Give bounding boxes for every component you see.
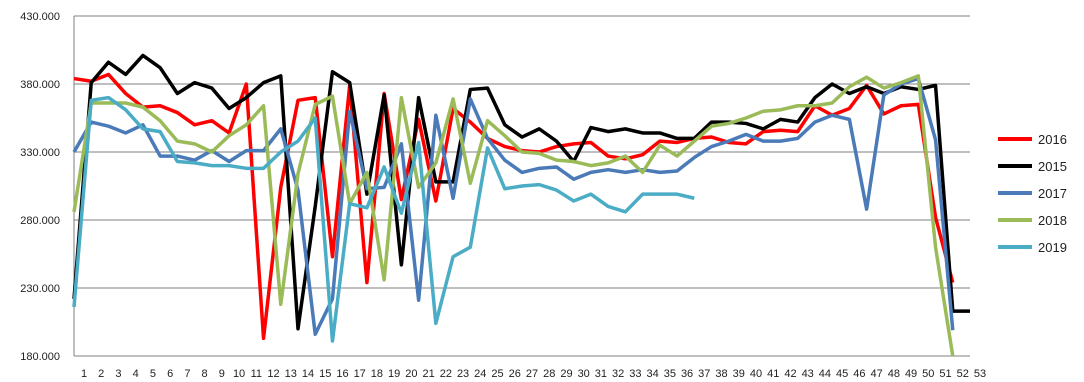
x-tick-label: 32 <box>612 368 624 380</box>
x-tick-label: 26 <box>509 368 521 380</box>
x-tick-label: 52 <box>957 368 969 380</box>
y-axis-ticks: 180.000 230.000 280.000 330.000 380.000 430.0… <box>20 11 60 363</box>
x-tick-label: 4 <box>133 368 139 380</box>
y-tick-label: 330.000 <box>20 147 60 159</box>
y-tick-label: 230.000 <box>20 283 60 295</box>
x-tick-label: 19 <box>388 368 400 380</box>
x-tick-label: 14 <box>302 368 314 380</box>
x-tick-label: 21 <box>422 368 434 380</box>
y-tick-label: 280.000 <box>20 215 60 227</box>
series-lines <box>72 53 970 357</box>
x-tick-label: 25 <box>491 368 503 380</box>
x-tick-label: 42 <box>784 368 796 380</box>
x-tick-label: 1 <box>81 368 87 380</box>
x-tick-label: 15 <box>319 368 331 380</box>
x-tick-label: 5 <box>150 368 156 380</box>
y-tick-label: 380.000 <box>20 79 60 91</box>
x-tick-label: 35 <box>664 368 676 380</box>
legend-label: 2018 <box>1038 213 1067 228</box>
x-tick-label: 46 <box>853 368 865 380</box>
series-line-2017 <box>72 76 955 336</box>
x-tick-label: 30 <box>578 368 590 380</box>
legend-label: 2019 <box>1038 240 1067 255</box>
x-tick-label: 27 <box>526 368 538 380</box>
x-tick-label: 16 <box>336 368 348 380</box>
x-tick-label: 29 <box>560 368 572 380</box>
x-tick-label: 34 <box>646 368 658 380</box>
x-tick-label: 3 <box>115 368 121 380</box>
x-tick-label: 47 <box>870 368 882 380</box>
legend-label: 2017 <box>1038 186 1067 201</box>
x-tick-label: 48 <box>888 368 900 380</box>
x-tick-label: 38 <box>715 368 727 380</box>
legend-label: 2015 <box>1038 159 1067 174</box>
x-tick-label: 8 <box>202 368 208 380</box>
x-tick-label: 12 <box>267 368 279 380</box>
x-tick-label: 33 <box>629 368 641 380</box>
x-tick-label: 7 <box>184 368 190 380</box>
x-tick-label: 43 <box>802 368 814 380</box>
x-tick-label: 51 <box>939 368 951 380</box>
series-line-2019 <box>72 95 695 343</box>
series-line-2015 <box>72 53 970 331</box>
x-tick-label: 39 <box>733 368 745 380</box>
x-tick-label: 17 <box>354 368 366 380</box>
x-tick-label: 18 <box>371 368 383 380</box>
x-tick-label: 45 <box>836 368 848 380</box>
x-tick-label: 9 <box>219 368 225 380</box>
x-tick-label: 36 <box>681 368 693 380</box>
legend-label: 2016 <box>1038 132 1067 147</box>
series-line-2016 <box>73 72 955 341</box>
x-tick-label: 13 <box>285 368 297 380</box>
x-tick-label: 53 <box>974 368 986 380</box>
x-tick-label: 31 <box>595 368 607 380</box>
y-tick-label: 180.000 <box>20 351 60 363</box>
x-tick-label: 49 <box>905 368 917 380</box>
x-tick-label: 40 <box>750 368 762 380</box>
x-tick-label: 41 <box>767 368 779 380</box>
x-tick-label: 10 <box>233 368 245 380</box>
x-tick-label: 23 <box>457 368 469 380</box>
gridlines <box>73 15 970 357</box>
x-tick-label: 37 <box>698 368 710 380</box>
x-tick-label: 11 <box>251 368 262 380</box>
series-line-2018 <box>72 74 955 357</box>
x-tick-label: 2 <box>98 368 104 380</box>
legend: 2016 2015 2017 2018 2019 <box>998 132 1067 255</box>
x-tick-label: 22 <box>440 368 452 380</box>
x-tick-label: 6 <box>167 368 173 380</box>
x-tick-label: 50 <box>922 368 934 380</box>
x-axis-ticks: 1 2 3 4 5 6 7 8 9 10 11 12 13 14 15 16 17 18 19 20 21 22 23 24 2… <box>81 368 986 380</box>
y-tick-label: 430.000 <box>20 11 60 23</box>
x-tick-label: 28 <box>543 368 555 380</box>
x-tick-label: 24 <box>474 368 486 380</box>
x-tick-label: 20 <box>405 368 417 380</box>
x-tick-label: 44 <box>819 368 831 380</box>
